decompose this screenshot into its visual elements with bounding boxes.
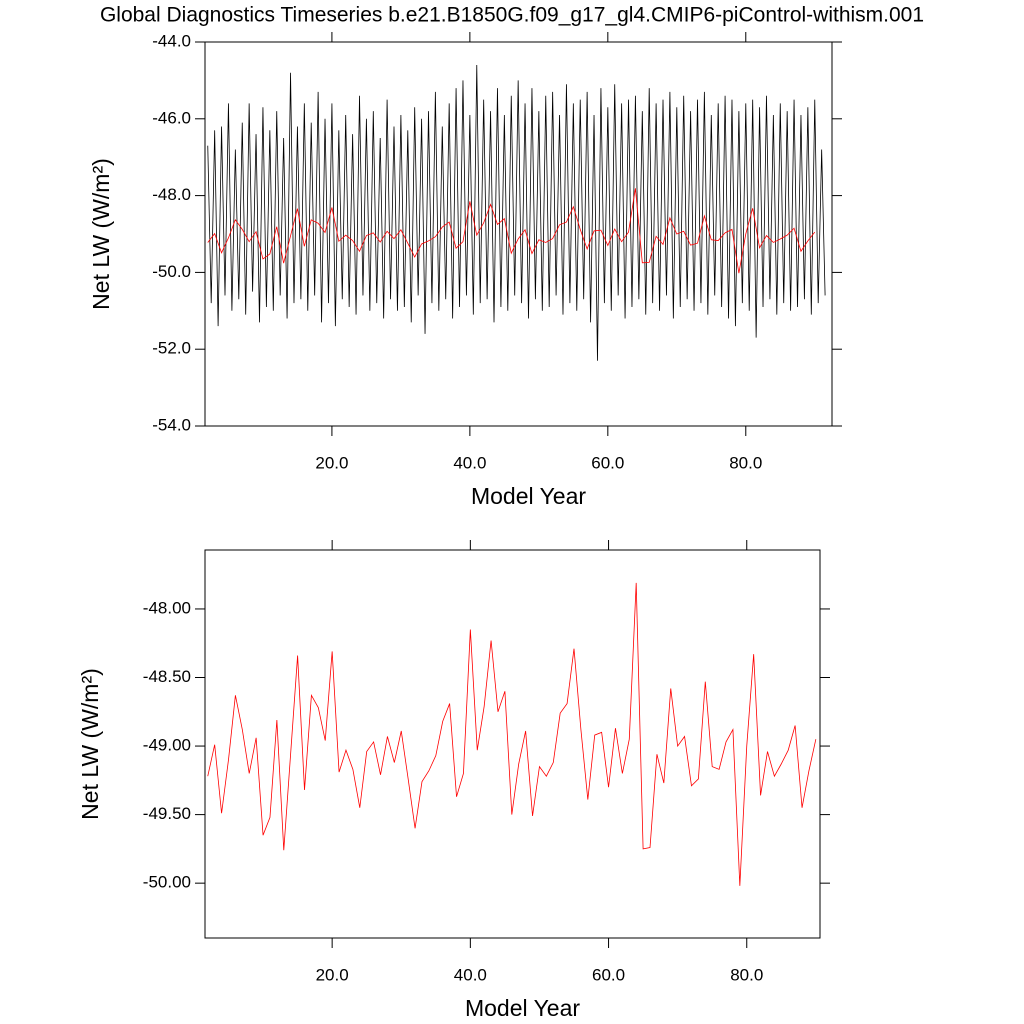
- y-axis-label: Net LW (W/m²): [77, 668, 103, 820]
- series-line: [207, 188, 816, 274]
- x-tick-label: 20.0: [316, 965, 349, 984]
- y-tick-label: -50.0: [152, 262, 191, 281]
- y-tick-label: -44.0: [152, 31, 191, 50]
- plot-frame: [204, 549, 821, 939]
- y-axis-label: Net LW (W/m²): [88, 158, 114, 310]
- y-tick-label: -49.50: [143, 804, 191, 823]
- x-tick-label: 80.0: [729, 453, 762, 472]
- y-tick-label: -48.00: [143, 598, 191, 617]
- x-tick-label: 60.0: [592, 965, 625, 984]
- y-tick-label: -48.0: [152, 185, 191, 204]
- y-tick-label: -49.00: [143, 736, 191, 755]
- x-tick-label: 40.0: [454, 965, 487, 984]
- x-axis-label: Model Year: [471, 483, 586, 509]
- x-axis-label: Model Year: [465, 995, 580, 1021]
- plot-frame: [204, 41, 833, 427]
- x-tick-label: 40.0: [453, 453, 486, 472]
- x-tick-label: 20.0: [315, 453, 348, 472]
- chart-title: Global Diagnostics Timeseries b.e21.B185…: [100, 4, 924, 27]
- y-tick-label: -50.00: [143, 873, 191, 892]
- y-tick-label: -54.0: [152, 415, 191, 434]
- x-tick-label: 60.0: [591, 453, 624, 472]
- series-line: [207, 582, 817, 886]
- y-tick-label: -48.50: [143, 667, 191, 686]
- x-tick-label: 80.0: [730, 965, 763, 984]
- y-tick-label: -46.0: [152, 108, 191, 127]
- series-line: [207, 65, 826, 361]
- y-tick-label: -52.0: [152, 339, 191, 358]
